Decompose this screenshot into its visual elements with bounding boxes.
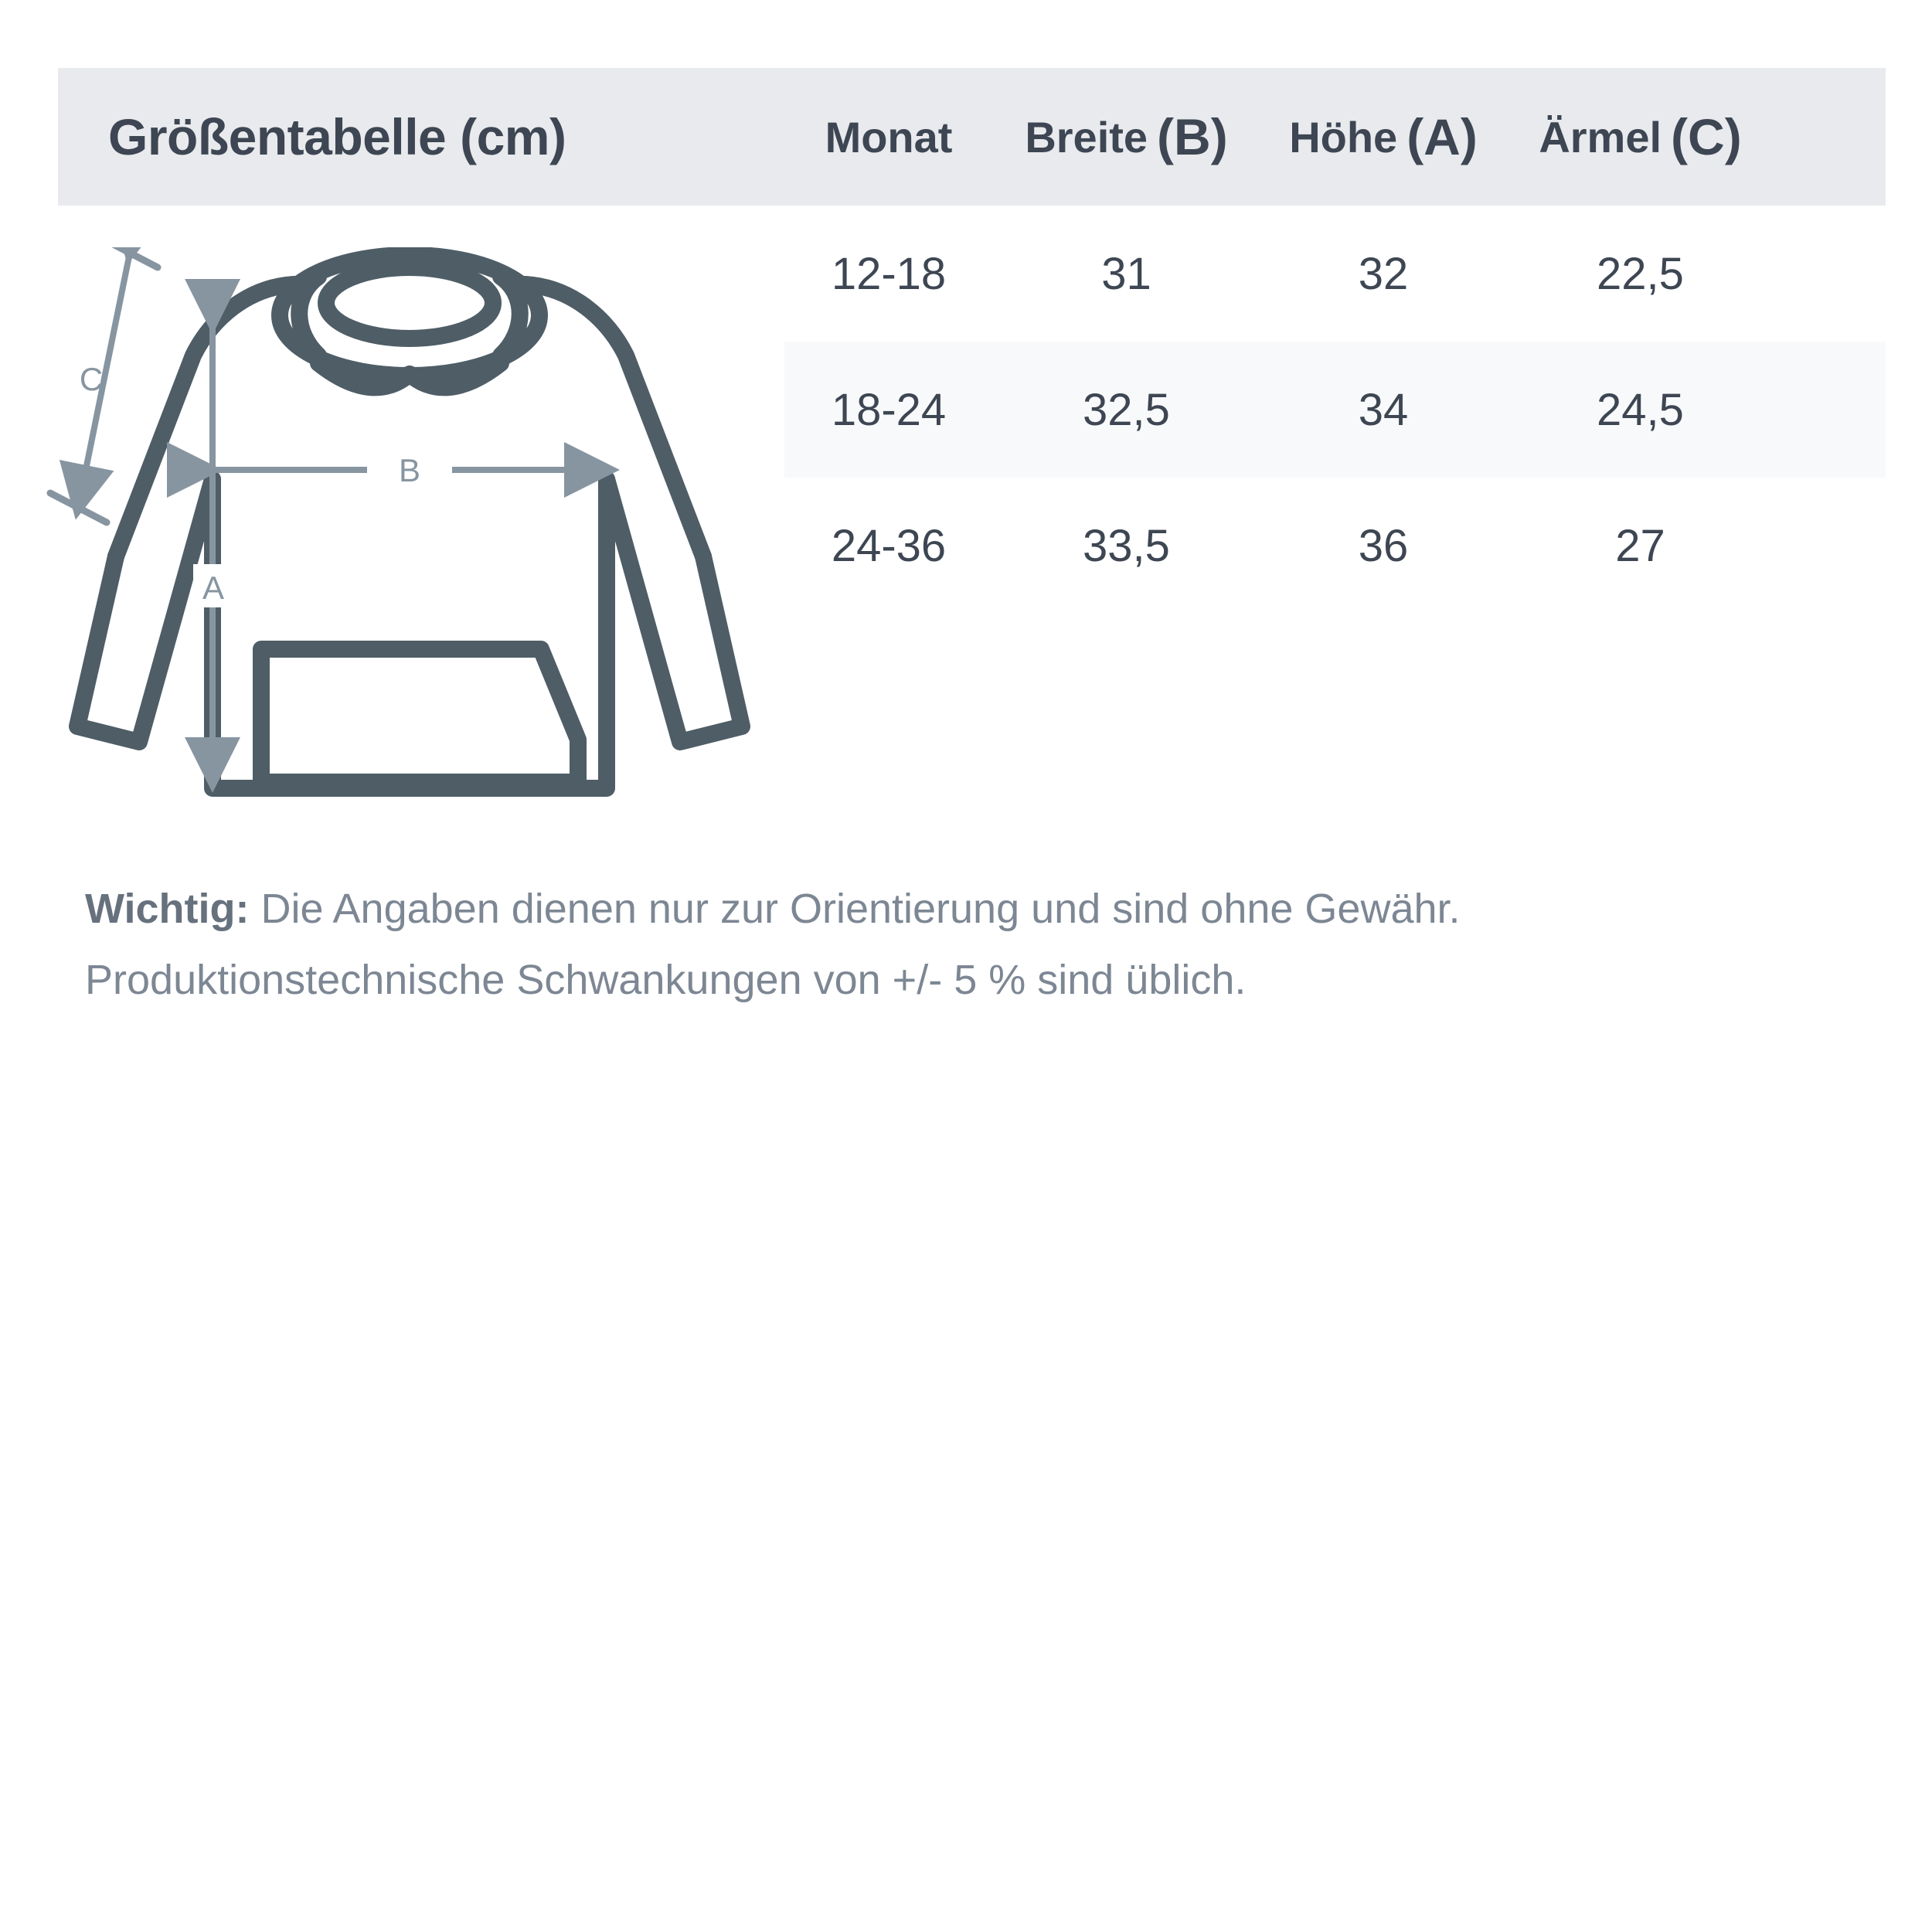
label-width-B: B <box>399 452 420 488</box>
cell-breite: 33,5 <box>1083 520 1170 571</box>
footnote-line-2: Produktionstechnische Schwankungen von +… <box>85 957 1247 1003</box>
cell-monat: 12-18 <box>831 248 947 299</box>
cell-monat: 18-24 <box>831 384 947 435</box>
cell-monat: 24-36 <box>831 520 947 571</box>
column-header-aermel-label: Ärmel <box>1539 112 1662 162</box>
table-row: 12-18 31 32 22,5 <box>784 206 1886 342</box>
column-header-aermel-dimension: (C) <box>1671 108 1742 165</box>
column-header-breite-dimension: (B) <box>1157 108 1228 165</box>
column-header-monat: Monat <box>784 68 993 206</box>
sleeve-dimension-line <box>59 247 166 520</box>
hoodie-diagram: B A C <box>46 247 773 835</box>
footnote-line-1-text: Die Angaben dienen nur zur Orientierung … <box>249 886 1461 932</box>
label-sleeve-C: C <box>80 361 103 397</box>
hoodie-outline-icon <box>69 247 750 797</box>
cell-aermel: 22,5 <box>1597 248 1684 299</box>
column-header-aermel: Ärmel (C) <box>1507 68 1774 206</box>
column-header-hoehe-dimension: (A) <box>1406 108 1478 165</box>
column-header-monat-label: Monat <box>825 112 953 162</box>
footnote-lead: Wichtig: <box>85 886 250 932</box>
label-height-A: A <box>202 570 224 606</box>
cell-hoehe: 32 <box>1358 248 1409 299</box>
column-header-hoehe-label: Höhe <box>1289 112 1398 162</box>
footnote-line-1: Wichtig: Die Angaben dienen nur zur Orie… <box>85 873 1886 944</box>
column-header-breite-label: Breite <box>1025 112 1148 162</box>
cell-aermel: 27 <box>1615 520 1665 571</box>
table-row: 18-24 32,5 34 24,5 <box>784 342 1886 478</box>
cell-aermel: 24,5 <box>1597 384 1684 435</box>
table-header-band <box>58 68 1886 206</box>
column-header-breite: Breite (B) <box>993 68 1260 206</box>
cell-breite: 32,5 <box>1083 384 1170 435</box>
column-header-hoehe: Höhe (A) <box>1260 68 1507 206</box>
cell-breite: 31 <box>1101 248 1151 299</box>
page-title: Größentabelle (cm) <box>108 108 566 165</box>
table-row: 24-36 33,5 36 27 <box>784 478 1886 614</box>
cell-hoehe: 34 <box>1358 384 1409 435</box>
footnote: Wichtig: Die Angaben dienen nur zur Orie… <box>85 873 1886 1015</box>
cell-hoehe: 36 <box>1358 520 1409 571</box>
